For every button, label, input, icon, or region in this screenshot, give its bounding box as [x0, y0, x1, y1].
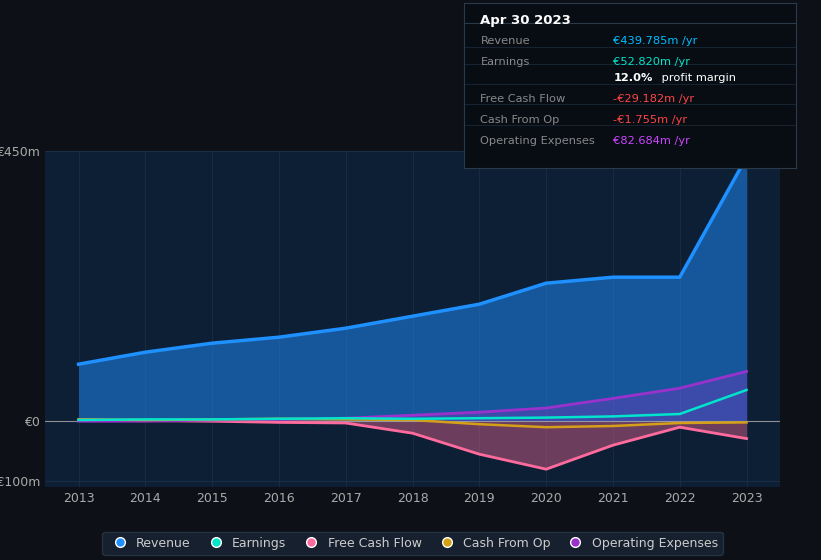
Text: Apr 30 2023: Apr 30 2023 — [480, 15, 571, 27]
Text: profit margin: profit margin — [658, 73, 736, 83]
Text: €52.820m /yr: €52.820m /yr — [613, 57, 690, 67]
Text: Cash From Op: Cash From Op — [480, 115, 560, 125]
Text: €439.785m /yr: €439.785m /yr — [613, 36, 698, 46]
Text: Earnings: Earnings — [480, 57, 530, 67]
Text: €82.684m /yr: €82.684m /yr — [613, 136, 690, 146]
Text: Free Cash Flow: Free Cash Flow — [480, 95, 566, 105]
Legend: Revenue, Earnings, Free Cash Flow, Cash From Op, Operating Expenses: Revenue, Earnings, Free Cash Flow, Cash … — [103, 532, 722, 555]
Text: Operating Expenses: Operating Expenses — [480, 136, 595, 146]
Text: 12.0%: 12.0% — [613, 73, 653, 83]
Text: -€29.182m /yr: -€29.182m /yr — [613, 95, 695, 105]
Text: -€1.755m /yr: -€1.755m /yr — [613, 115, 688, 125]
Text: Revenue: Revenue — [480, 36, 530, 46]
